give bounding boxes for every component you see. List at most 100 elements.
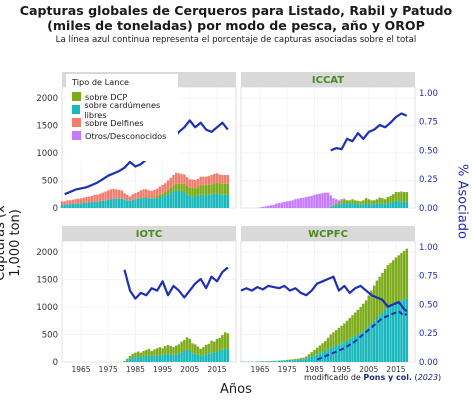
bar-delfines <box>63 201 66 205</box>
associated-share-line <box>330 112 408 152</box>
x-tick-label: 2015 <box>207 365 226 374</box>
bar-delfines <box>221 175 224 184</box>
bar-libres <box>367 203 371 208</box>
bar-libres <box>351 337 354 362</box>
associated-share-line <box>123 266 229 300</box>
bar-libres <box>372 320 376 362</box>
bar-delfines <box>98 193 102 202</box>
bar-dcp <box>381 198 384 204</box>
bar-dcp <box>299 358 303 360</box>
bar-dcp <box>188 187 192 196</box>
bar-dcp <box>199 184 202 195</box>
bar-libres <box>370 323 373 362</box>
bar-delfines <box>117 189 121 199</box>
bar-otros <box>269 205 273 208</box>
bar-libres <box>210 352 213 362</box>
bar-dcp <box>185 337 189 350</box>
bar-dcp <box>155 196 159 199</box>
bar-dcp <box>126 358 129 361</box>
bar-libres <box>147 198 151 208</box>
x-tick-label: 1985 <box>305 365 324 374</box>
bar-libres <box>334 205 338 208</box>
associated-share-line <box>240 275 408 313</box>
x-tick-label: 1995 <box>332 365 351 374</box>
bar-dcp <box>199 348 202 356</box>
bar-libres <box>158 197 162 208</box>
bar-libres <box>383 309 387 362</box>
bar-libres <box>150 198 153 208</box>
bar-dcp <box>147 348 151 356</box>
bar-otros <box>275 203 278 208</box>
bar-libres <box>332 346 335 362</box>
bar-libres <box>112 198 115 208</box>
bar-delfines <box>155 188 159 197</box>
bar-delfines <box>104 191 107 201</box>
bar-dcp <box>204 185 208 196</box>
bar-dcp <box>123 360 126 362</box>
bar-otros <box>332 198 335 205</box>
bar-dcp <box>326 337 330 350</box>
bar-libres <box>364 329 368 362</box>
bar-libres <box>169 354 172 362</box>
bar-libres <box>299 359 303 362</box>
bar-delfines <box>128 196 132 201</box>
bar-delfines <box>66 200 69 205</box>
bar-libres <box>174 190 178 208</box>
bar-libres <box>378 203 381 208</box>
bar-libres <box>321 352 324 362</box>
bar-dcp <box>215 338 219 352</box>
bar-libres <box>400 300 403 362</box>
bar-dcp <box>285 359 289 361</box>
bar-otros <box>288 200 292 208</box>
bar-dcp <box>372 200 376 205</box>
bar-dcp <box>370 290 373 324</box>
bar-libres <box>392 304 395 362</box>
bar-libres <box>147 355 151 362</box>
bar-dcp <box>356 309 360 335</box>
bar-libres <box>378 315 381 362</box>
bar-dcp <box>397 255 400 302</box>
dashed-share-line <box>316 310 408 361</box>
y-tick-label: 2000 <box>36 94 58 104</box>
bar-libres <box>196 195 200 208</box>
bar-delfines <box>90 195 94 203</box>
bar-delfines <box>185 177 189 186</box>
bar-dcp <box>150 198 153 199</box>
y-tick-label: 500 <box>42 331 58 341</box>
bar-libres <box>183 351 186 362</box>
bar-otros <box>329 195 332 207</box>
bar-dcp <box>381 272 384 313</box>
bar-dcp <box>202 185 205 195</box>
legend-swatch-delfines <box>72 118 81 127</box>
bar-libres <box>166 194 170 208</box>
bar-libres <box>353 203 357 208</box>
bar-libres <box>104 200 107 208</box>
bar-libres <box>117 198 121 208</box>
bar-libres <box>351 203 354 208</box>
bar-libres <box>77 203 80 208</box>
bar-libres <box>353 335 357 362</box>
bar-libres <box>131 199 134 208</box>
bar-libres <box>63 204 66 208</box>
bar-libres <box>145 197 148 208</box>
bar-otros <box>324 192 327 208</box>
bar-delfines <box>147 190 151 199</box>
x-tick-label: 2015 <box>386 365 405 374</box>
bar-dcp <box>177 183 181 191</box>
bar-libres <box>166 353 170 362</box>
bar-libres <box>82 203 85 208</box>
facet-label: ICCAT <box>312 75 344 86</box>
bar-libres <box>315 354 319 362</box>
bar-libres <box>337 344 341 362</box>
bar-libres <box>115 198 118 208</box>
bar-libres <box>277 361 281 362</box>
bar-dcp <box>221 183 224 195</box>
y-right-tick-label: 0.25 <box>419 175 438 185</box>
bar-dcp <box>400 253 403 301</box>
bar-otros <box>340 199 343 201</box>
bar-libres <box>79 203 83 208</box>
bar-otros <box>310 195 313 208</box>
bar-dcp <box>324 341 327 351</box>
bar-dcp <box>329 206 332 207</box>
bar-delfines <box>120 190 124 199</box>
